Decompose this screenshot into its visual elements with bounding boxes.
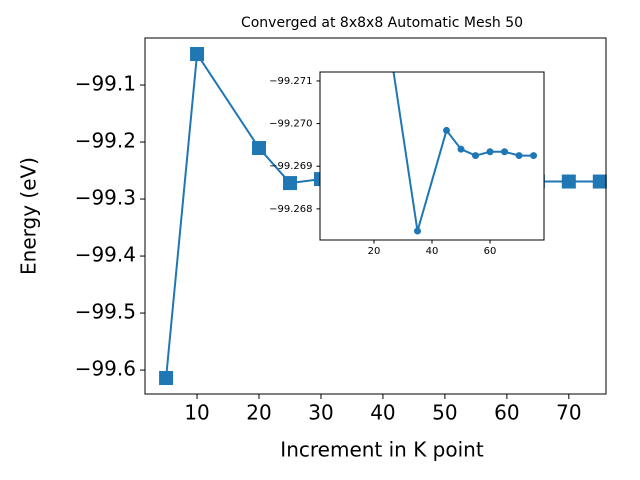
y-tick-label: −99.268 [269,204,312,215]
y-axis-label: Energy (eV) [17,157,41,275]
x-tick-label: 30 [308,401,333,425]
data-point [159,371,174,386]
y-tick-label: −99.1 [75,72,136,96]
data-point [413,227,421,235]
y-tick-label: −99.4 [75,243,136,267]
data-point [561,174,576,189]
data-point [190,47,205,62]
x-tick-label: 70 [556,401,581,425]
data-point [457,145,465,153]
y-tick-label: −99.2 [75,129,136,153]
x-tick-label: 60 [484,246,497,257]
x-axis-label: Increment in K point [280,438,484,462]
data-point [501,148,509,156]
y-tick-label: −99.5 [75,300,136,324]
chart-title: Converged at 8x8x8 Automatic Mesh 50 [241,15,523,31]
x-tick-label: 20 [246,401,271,425]
y-tick-label: −99.6 [75,357,136,381]
y-tick-label: −99.271 [269,76,312,87]
axes-frame [144,37,607,395]
data-point [592,174,607,189]
y-tick-label: −99.3 [75,186,136,210]
x-tick-label: 10 [184,401,209,425]
inset-background [320,72,544,240]
plot-area [392,72,538,235]
data-point [252,141,267,156]
data-point [472,152,480,160]
x-tick-label: 20 [368,246,381,257]
data-point [443,126,451,134]
x-tick-label: 50 [432,401,457,425]
x-tick-label: 60 [494,401,519,425]
data-point [486,148,494,156]
y-tick-label: −99.269 [269,161,312,172]
x-tick-label: 40 [370,401,395,425]
x-tick-label: 40 [426,246,439,257]
data-point [515,152,523,160]
y-tick-label: −99.270 [269,119,312,130]
data-point [282,176,297,191]
data-point [530,152,538,160]
